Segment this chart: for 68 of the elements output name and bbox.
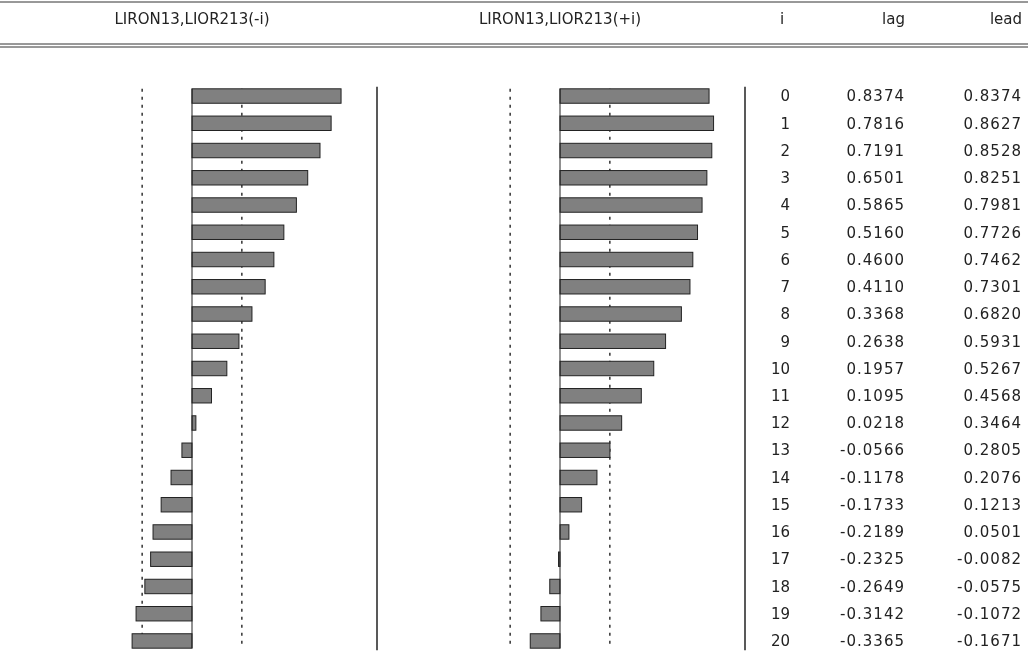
y-tick-label: 4 [780, 196, 790, 215]
data-label: 0.7816 [846, 114, 905, 133]
data-label: -0.1178 [840, 468, 905, 487]
text: lead [989, 10, 1022, 28]
y-tick-label: 3 [780, 169, 790, 188]
data-label: 0.2638 [846, 332, 905, 351]
data-label: 0.2805 [963, 441, 1022, 460]
data-label: 0.1095 [846, 387, 905, 405]
data-label: 0.6820 [963, 305, 1022, 324]
data-label: 0.8374 [963, 87, 1022, 106]
data-label: 0.3368 [846, 305, 905, 324]
y-tick-label: 20 [770, 632, 790, 651]
y-tick-label: 14 [770, 468, 790, 487]
y-tick-label: 19 [770, 604, 790, 623]
data-label: 0.7981 [963, 196, 1022, 215]
y-tick-label: 1 [780, 114, 790, 133]
data-label: 0.1213 [963, 495, 1022, 514]
data-label: 0.8627 [963, 114, 1022, 133]
data-label: 0.8374 [846, 87, 905, 106]
y-tick-label: 8 [780, 305, 790, 324]
data-label: 0.4110 [846, 278, 905, 297]
data-label: 0.8251 [963, 169, 1022, 188]
data-label: -0.0575 [957, 577, 1022, 596]
data-label: 0.5267 [963, 359, 1022, 378]
y-tick-label: 13 [770, 441, 790, 460]
data-label: 0.5865 [846, 196, 905, 215]
y-tick-label: 11 [770, 387, 790, 405]
data-label: -0.3365 [840, 632, 905, 651]
data-label: 0.3464 [963, 414, 1022, 433]
y-tick-label: 16 [770, 523, 790, 542]
data-label: -0.1671 [957, 632, 1022, 651]
data-label: 0.7462 [963, 250, 1022, 269]
chart-title: LIRON13,LIOR213(-i) [114, 10, 270, 28]
data-label: 0.5931 [963, 332, 1022, 351]
data-label: -0.0566 [840, 441, 905, 460]
data-label: 0.0501 [963, 523, 1022, 542]
y-tick-label: 10 [770, 359, 790, 378]
data-label: -0.3142 [840, 604, 905, 623]
y-tick-label: 12 [770, 414, 790, 433]
data-label: 0.5160 [846, 223, 905, 242]
data-label: -0.2325 [840, 550, 905, 569]
data-label: 0.7726 [963, 223, 1022, 242]
y-tick-label: 0 [780, 87, 790, 106]
y-tick-label: 9 [780, 332, 790, 351]
data-label: -0.1733 [840, 495, 905, 514]
data-label: -0.0082 [957, 550, 1022, 569]
data-label: -0.1072 [957, 604, 1022, 623]
data-label: 0.8528 [963, 141, 1022, 160]
data-label: 0.0218 [846, 414, 905, 433]
y-tick-label: 2 [780, 141, 790, 160]
text: lag [882, 10, 905, 28]
data-label: 0.6501 [846, 169, 905, 188]
data-label: 0.2076 [963, 468, 1022, 487]
data-label: 0.4568 [963, 387, 1022, 405]
data-label: -0.2189 [840, 523, 905, 542]
data-label: 0.7301 [963, 278, 1022, 297]
y-tick-label: 5 [780, 223, 790, 242]
y-tick-label: 6 [780, 250, 790, 269]
data-label: -0.2649 [840, 577, 905, 596]
y-tick-label: 17 [770, 550, 790, 569]
y-tick-label: 15 [770, 495, 790, 514]
y-tick-label: 7 [780, 278, 790, 297]
chart-title: LIRON13,LIOR213(+i) [478, 10, 642, 28]
data-label: 0.1957 [846, 359, 905, 378]
data-label: 0.4600 [846, 250, 905, 269]
y-tick-label: 18 [770, 577, 790, 596]
data-label: 0.7191 [846, 141, 905, 160]
y-axis-title: i [779, 10, 785, 28]
